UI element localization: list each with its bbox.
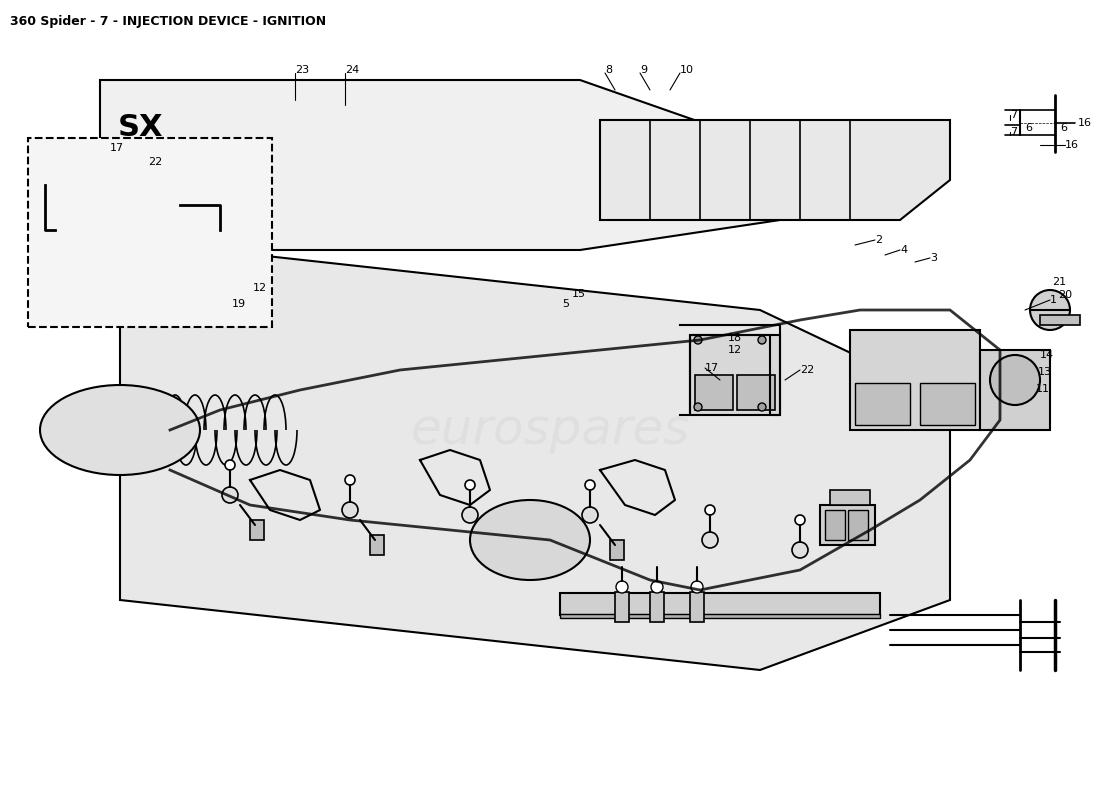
Bar (980, 350, 1050, 430)
Text: 17: 17 (110, 143, 124, 153)
Bar (737, 375, 775, 410)
Polygon shape (100, 80, 780, 250)
Text: 5: 5 (562, 299, 569, 309)
Bar (560, 614, 880, 618)
Circle shape (585, 480, 595, 490)
Circle shape (694, 336, 702, 344)
Text: 19: 19 (232, 299, 246, 309)
Text: 6: 6 (1025, 123, 1032, 133)
Text: 3: 3 (930, 253, 937, 263)
Circle shape (694, 403, 702, 411)
Text: 22: 22 (800, 365, 814, 375)
Text: 11: 11 (1036, 384, 1050, 394)
Text: 16: 16 (1078, 118, 1092, 128)
Ellipse shape (470, 500, 590, 580)
Text: 8: 8 (605, 65, 612, 75)
Text: 6: 6 (1060, 123, 1067, 133)
Bar (50, 250, 210, 300)
Bar (45, 185, 225, 305)
Text: 16: 16 (1065, 140, 1079, 150)
Circle shape (792, 542, 808, 558)
Bar (695, 375, 733, 410)
Text: 13: 13 (1038, 367, 1052, 377)
Circle shape (57, 217, 67, 227)
Circle shape (160, 217, 170, 227)
Text: 14: 14 (1040, 350, 1054, 360)
Circle shape (226, 460, 235, 470)
Bar (848, 510, 868, 540)
Circle shape (196, 188, 204, 196)
Polygon shape (600, 120, 950, 220)
Circle shape (342, 502, 358, 518)
Text: 12: 12 (253, 283, 267, 293)
Circle shape (767, 167, 773, 173)
Text: 15: 15 (572, 289, 586, 299)
Text: SX: SX (118, 114, 163, 142)
Circle shape (705, 505, 715, 515)
Text: 22: 22 (148, 157, 163, 167)
Bar (855, 383, 910, 425)
Bar (1040, 315, 1080, 325)
Ellipse shape (40, 385, 200, 475)
Bar (920, 383, 975, 425)
Text: 2: 2 (874, 235, 882, 245)
Circle shape (168, 186, 176, 194)
Bar (690, 335, 780, 415)
Bar (650, 592, 664, 622)
Circle shape (616, 581, 628, 593)
Text: 23: 23 (295, 65, 309, 75)
Bar (610, 540, 624, 560)
Text: 18: 18 (728, 333, 743, 343)
Text: 21: 21 (1052, 277, 1066, 287)
Bar (690, 592, 704, 622)
Circle shape (874, 144, 886, 156)
Circle shape (614, 164, 626, 176)
Bar (125, 257, 190, 295)
Bar (250, 520, 264, 540)
Circle shape (764, 164, 776, 176)
Text: eurospares: eurospares (410, 406, 690, 454)
Circle shape (1030, 290, 1070, 330)
Circle shape (990, 355, 1040, 405)
Circle shape (86, 186, 94, 194)
Text: 7: 7 (1010, 127, 1018, 137)
Circle shape (345, 475, 355, 485)
Text: 10: 10 (680, 65, 694, 75)
Circle shape (651, 581, 663, 593)
Text: 360 Spider - 7 - INJECTION DEVICE - IGNITION: 360 Spider - 7 - INJECTION DEVICE - IGNI… (10, 15, 326, 28)
Bar (825, 510, 845, 540)
Circle shape (758, 336, 766, 344)
Bar (55, 257, 120, 295)
Text: 1: 1 (1050, 295, 1057, 305)
Bar (850, 330, 980, 430)
Bar (830, 490, 870, 505)
FancyBboxPatch shape (28, 138, 272, 327)
Circle shape (465, 480, 475, 490)
Circle shape (795, 515, 805, 525)
Circle shape (462, 507, 478, 523)
Bar (615, 592, 629, 622)
Circle shape (758, 403, 766, 411)
Text: 7: 7 (1010, 110, 1018, 120)
Bar (490, 540, 504, 560)
Text: 9: 9 (640, 65, 647, 75)
Text: 4: 4 (900, 245, 908, 255)
Text: 12: 12 (728, 345, 743, 355)
Circle shape (877, 137, 883, 143)
Text: 20: 20 (1058, 290, 1072, 300)
Circle shape (691, 581, 703, 593)
Bar (820, 505, 874, 545)
Text: 24: 24 (345, 65, 360, 75)
Circle shape (582, 507, 598, 523)
Bar (370, 535, 384, 555)
Polygon shape (120, 240, 950, 670)
Text: 17: 17 (705, 363, 719, 373)
Circle shape (222, 487, 238, 503)
Bar (560, 593, 880, 615)
Circle shape (702, 532, 718, 548)
